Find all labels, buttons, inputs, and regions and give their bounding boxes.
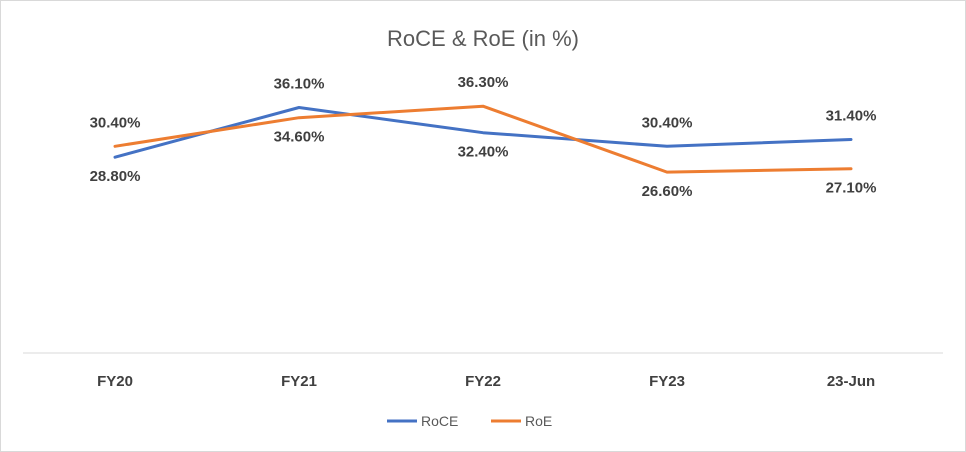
series-layer — [113, 104, 853, 174]
legend: RoCE RoE — [387, 413, 552, 429]
data-label-roce-1: 36.10% — [274, 76, 325, 93]
x-tick-label-2: FY22 — [465, 373, 501, 390]
data-label-roce-4: 31.40% — [826, 108, 877, 125]
x-tick-label-4: 23-Jun — [827, 373, 875, 390]
data-label-roe-1: 34.60% — [274, 129, 325, 146]
x-tick-label-0: FY20 — [97, 373, 133, 390]
data-label-roe-3: 26.60% — [642, 183, 693, 200]
data-labels-layer: 28.80% 36.10% 32.40% 30.40% 31.40% 30.40% 34.6… — [90, 74, 877, 200]
data-label-roce-3: 30.40% — [642, 114, 693, 131]
series-line-roce — [113, 106, 853, 159]
x-tick-label-1: FY21 — [281, 373, 317, 390]
data-label-roe-2: 36.30% — [458, 74, 509, 91]
legend-label-roe: RoE — [525, 413, 552, 429]
data-label-roe-4: 27.10% — [826, 180, 877, 197]
data-label-roce-2: 32.40% — [458, 144, 509, 161]
x-tick-label-3: FY23 — [649, 373, 685, 390]
data-label-roe-0: 30.40% — [90, 114, 141, 131]
legend-label-roce: RoCE — [421, 413, 458, 429]
x-tick-labels: FY20 FY21 FY22 FY23 23-Jun — [97, 373, 875, 390]
chart-title: RoCE & RoE (in %) — [387, 26, 579, 51]
series-line-roe — [113, 104, 853, 174]
data-label-roce-0: 28.80% — [90, 168, 141, 185]
